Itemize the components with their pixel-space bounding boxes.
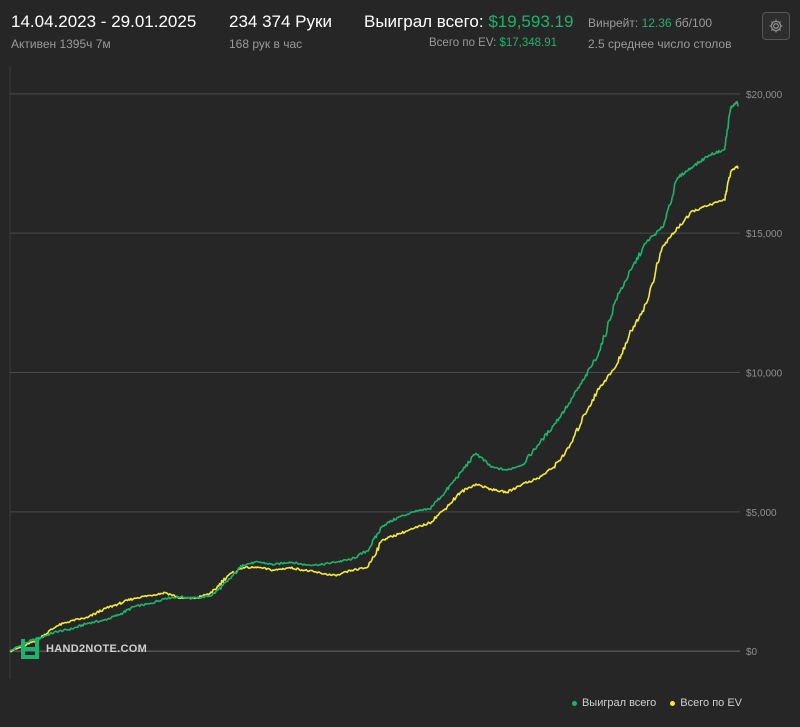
legend-label-won: Выиграл всего xyxy=(581,697,657,709)
series-line-won xyxy=(9,100,739,652)
ev-total: Всего по EV: $17,348.91 xyxy=(429,37,557,49)
hands-count: 234 374 Руки xyxy=(229,12,332,31)
y-tick-label: $20,000 xyxy=(746,90,783,101)
hands-per-hour: 168 рук в час xyxy=(229,37,303,51)
stats-header: 14.04.2023 - 29.01.2025 Активен 1395ч 7м… xyxy=(0,0,800,60)
active-time: Активен 1395ч 7м xyxy=(11,37,111,51)
legend-item-ev[interactable]: Всего по EV xyxy=(670,697,742,709)
chart-axes: $0$5,000$10,000$15,000$20,000050 000100 … xyxy=(746,90,783,658)
chart-series xyxy=(9,100,739,653)
y-tick-label: $5,000 xyxy=(746,508,777,519)
legend-dot-won xyxy=(571,700,577,706)
legend-item-won[interactable]: Выиграл всего xyxy=(571,697,657,709)
y-tick-label: $0 xyxy=(746,647,758,658)
y-tick-label: $15,000 xyxy=(746,229,783,240)
avg-tables: 2.5 среднее число столов xyxy=(588,37,732,51)
y-tick-label: $10,000 xyxy=(746,369,783,380)
winrate: Винрейт: 12.36 бб/100 xyxy=(588,16,712,30)
won-total-label: Выиграл всего: xyxy=(364,12,484,31)
logo-text: HAND2NOTE.COM xyxy=(46,643,148,655)
winrate-unit: бб/100 xyxy=(674,16,713,30)
ev-total-value: $17,348.91 xyxy=(499,37,558,49)
won-total-value: $19,593.19 xyxy=(488,12,574,31)
hand2note-logo: HAND2NOTE.COM xyxy=(20,638,147,660)
winrate-value: 12.36 xyxy=(641,16,672,30)
hand2note-logo-icon xyxy=(21,639,39,659)
date-range: 14.04.2023 - 29.01.2025 xyxy=(11,12,197,31)
series-line-ev xyxy=(9,165,739,653)
chart-grid xyxy=(9,66,740,679)
gear-icon[interactable] xyxy=(762,12,790,40)
profit-chart: $0$5,000$10,000$15,000$20,000050 000100 … xyxy=(9,66,783,679)
won-total: Выиграл всего: $19,593.19 xyxy=(364,12,573,32)
legend-dot-ev xyxy=(670,700,676,706)
legend-label-ev: Всего по EV xyxy=(680,697,742,709)
ev-total-label: Всего по EV: xyxy=(429,37,497,49)
chart-legend: Выиграл всего Всего по EV xyxy=(571,697,742,709)
gear-icon-glyph xyxy=(769,19,783,33)
winrate-label: Винрейт: xyxy=(588,16,639,30)
